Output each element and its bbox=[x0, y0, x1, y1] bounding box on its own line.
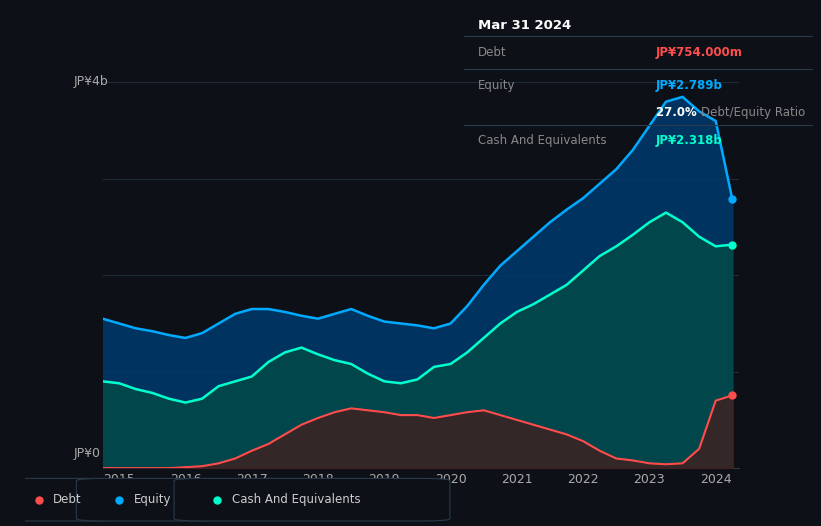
FancyBboxPatch shape bbox=[174, 479, 450, 521]
Text: 27.0%: 27.0% bbox=[656, 106, 700, 119]
FancyBboxPatch shape bbox=[0, 479, 122, 521]
Text: Debt/Equity Ratio: Debt/Equity Ratio bbox=[701, 106, 805, 119]
Text: Cash And Equivalents: Cash And Equivalents bbox=[232, 493, 360, 506]
Text: JP¥4b: JP¥4b bbox=[74, 75, 108, 88]
Text: Equity: Equity bbox=[478, 79, 516, 92]
Text: Debt: Debt bbox=[478, 46, 507, 59]
Text: JP¥2.318b: JP¥2.318b bbox=[656, 134, 722, 147]
Text: Equity: Equity bbox=[134, 493, 172, 506]
FancyBboxPatch shape bbox=[76, 479, 220, 521]
Text: JP¥2.789b: JP¥2.789b bbox=[656, 79, 722, 92]
Text: Cash And Equivalents: Cash And Equivalents bbox=[478, 134, 607, 147]
Text: JP¥754.000m: JP¥754.000m bbox=[656, 46, 743, 59]
Text: Mar 31 2024: Mar 31 2024 bbox=[478, 19, 571, 32]
Text: Debt: Debt bbox=[53, 493, 82, 506]
Text: JP¥0: JP¥0 bbox=[74, 447, 101, 460]
